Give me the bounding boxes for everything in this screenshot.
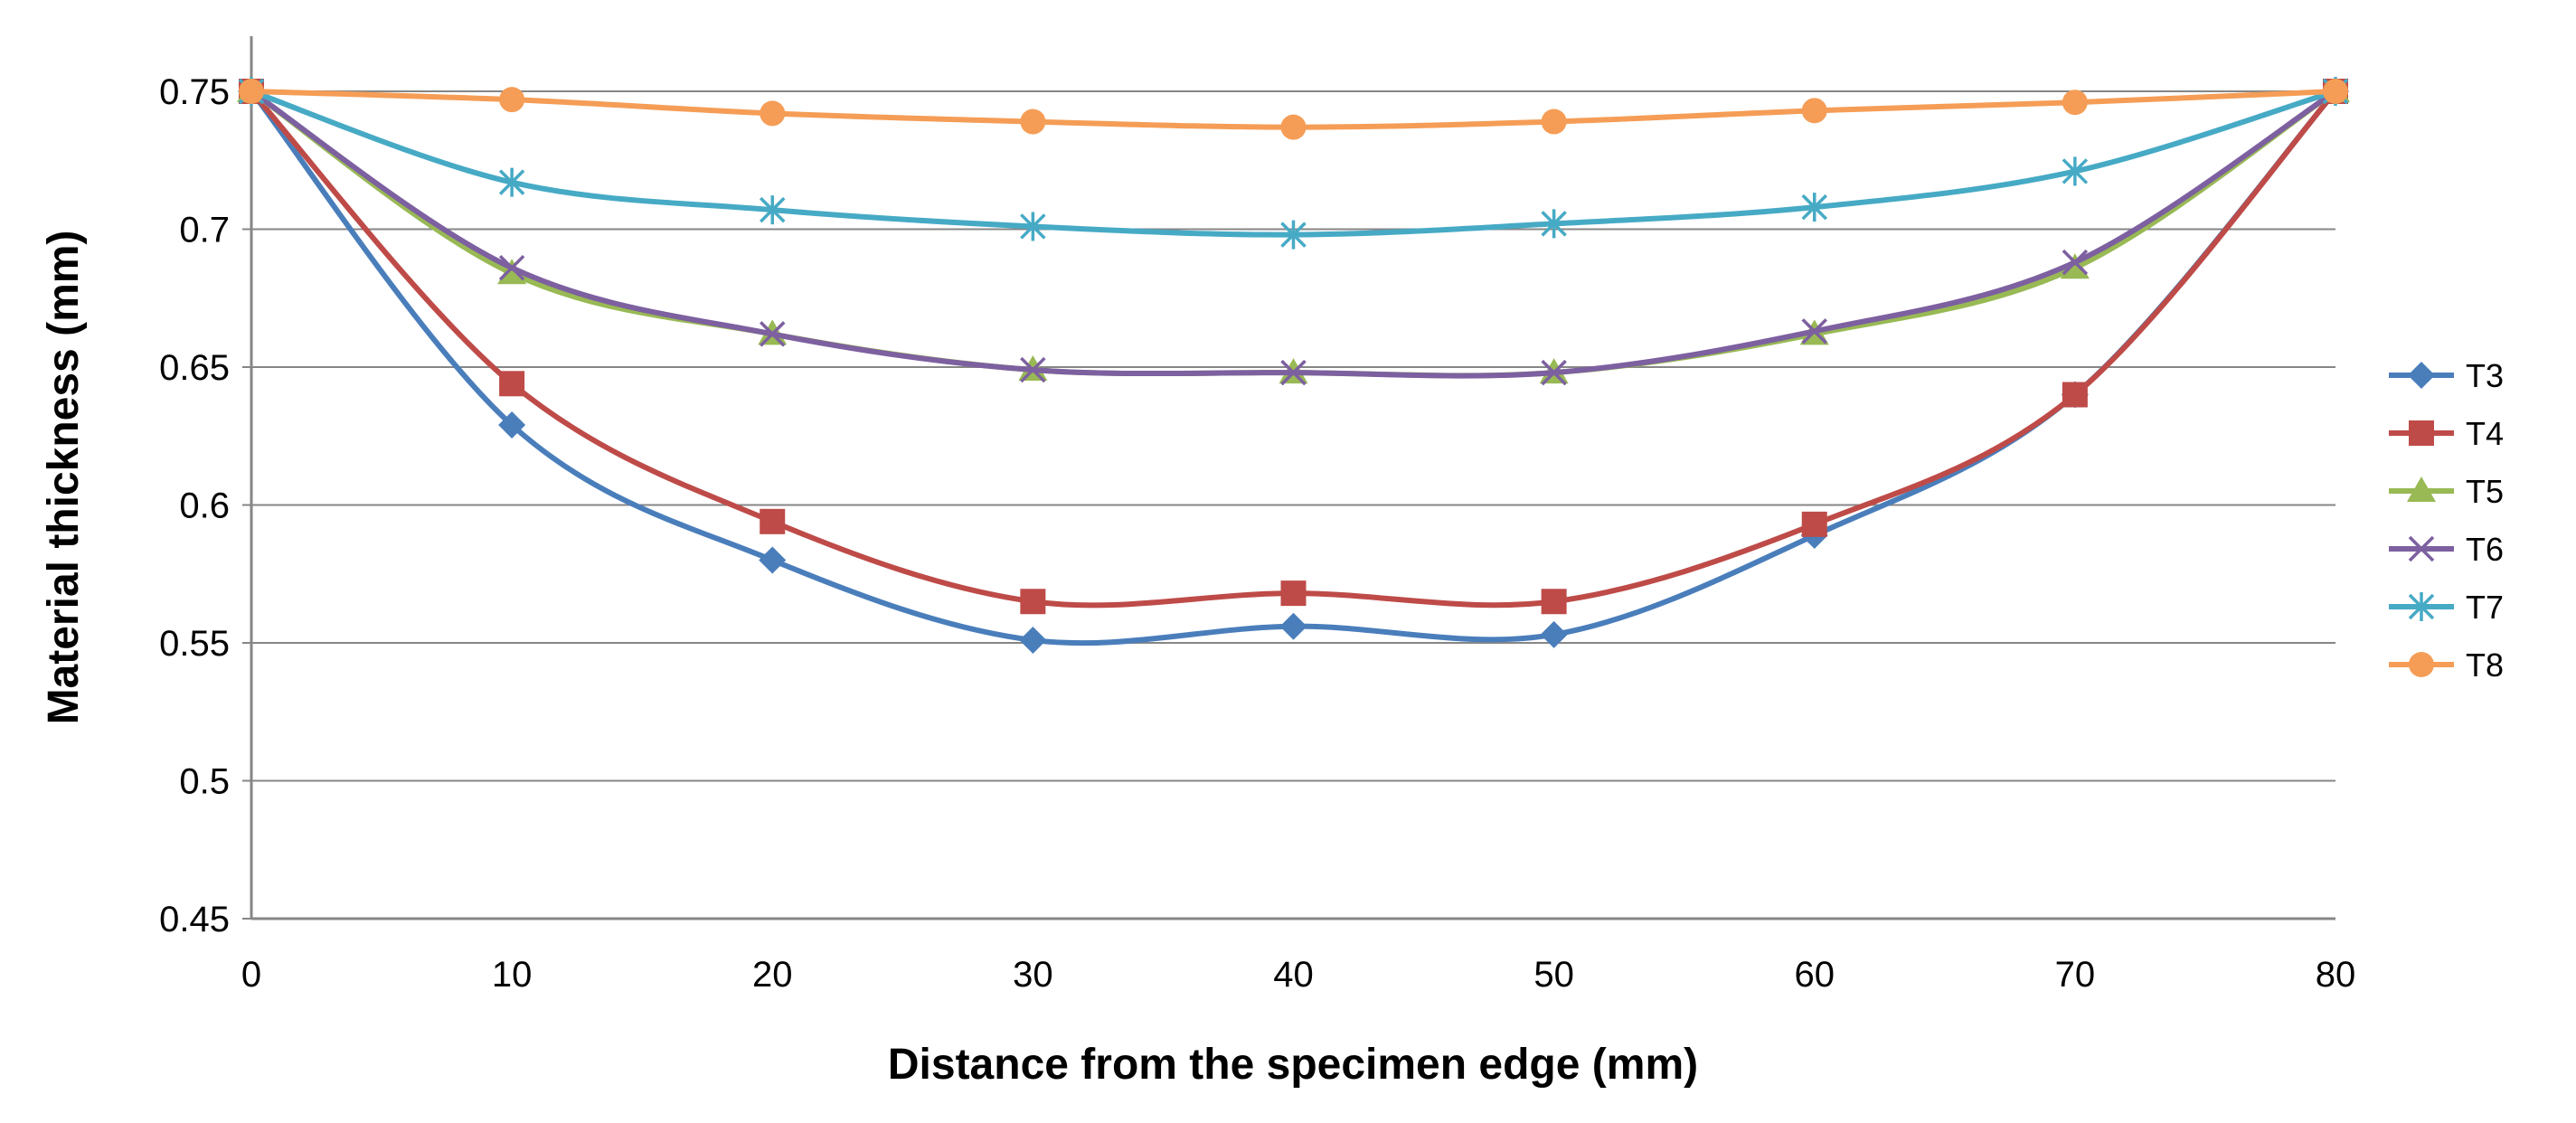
data-point xyxy=(239,79,264,104)
data-point xyxy=(1541,109,1567,135)
data-point xyxy=(760,508,786,534)
legend-label: T8 xyxy=(2466,646,2504,684)
legend-label: T4 xyxy=(2466,415,2504,452)
data-point xyxy=(1020,212,1046,241)
data-point xyxy=(760,321,786,347)
y-tick-label: 0.45 xyxy=(159,900,230,939)
data-point xyxy=(1541,589,1567,615)
legend-marker xyxy=(2409,420,2434,446)
data-point xyxy=(1019,626,1047,654)
legend-marker xyxy=(2407,477,2436,502)
data-point xyxy=(497,259,527,285)
series-t7 xyxy=(238,77,2349,250)
legend-item: T4 xyxy=(2389,415,2504,452)
data-point xyxy=(2323,79,2348,104)
series-t4 xyxy=(239,79,2348,615)
data-point xyxy=(1280,220,1307,250)
legend-marker xyxy=(2409,652,2434,677)
x-tick-label: 10 xyxy=(492,955,533,995)
data-point xyxy=(1020,356,1046,383)
data-point xyxy=(1541,209,1567,239)
series-line xyxy=(249,89,2338,238)
data-point xyxy=(2062,90,2088,116)
data-point xyxy=(1541,359,1567,386)
data-point xyxy=(499,371,525,397)
data-point xyxy=(1540,620,1568,648)
data-point xyxy=(1801,193,1827,222)
data-point xyxy=(759,546,787,574)
legend-label: T5 xyxy=(2466,473,2504,510)
data-point xyxy=(760,195,786,225)
data-point xyxy=(1801,98,1827,124)
series xyxy=(237,77,2350,654)
x-tick-label: 50 xyxy=(1533,955,1574,995)
data-point xyxy=(1279,612,1307,640)
data-point xyxy=(498,411,526,439)
legend-label: T6 xyxy=(2466,531,2504,568)
data-point xyxy=(760,100,786,127)
tick-labels: 0.45 0.5 0.55 0.6 0.65 0.7 0.75 0 10 20 30 40 50 60 70… xyxy=(159,72,2355,995)
x-tick-label: 70 xyxy=(2055,955,2096,995)
legend-marker xyxy=(2408,362,2435,389)
y-tick-label: 0.65 xyxy=(159,348,230,388)
legend-label: T3 xyxy=(2466,357,2504,394)
legend-marker xyxy=(2408,535,2435,562)
x-tick-label: 40 xyxy=(1273,955,1314,995)
y-tick-label: 0.55 xyxy=(159,624,230,664)
data-point xyxy=(1280,359,1307,386)
data-point xyxy=(2060,253,2090,279)
axes xyxy=(250,36,2335,920)
data-point xyxy=(498,167,525,197)
y-axis-title: Material thickness (mm) xyxy=(40,231,88,725)
gridlines xyxy=(242,90,2335,920)
data-point xyxy=(2062,249,2089,276)
data-point xyxy=(2062,156,2089,186)
x-tick-label: 60 xyxy=(1795,955,1835,995)
legend-item: T7 xyxy=(2389,589,2504,626)
legend-marker xyxy=(2408,592,2435,621)
legend-item: T8 xyxy=(2389,646,2504,684)
series-line xyxy=(249,89,2338,609)
legend-label: T7 xyxy=(2466,589,2504,626)
data-point xyxy=(499,87,525,113)
y-tick-label: 0.75 xyxy=(159,72,230,112)
legend-item: T5 xyxy=(2389,473,2504,510)
series-t8 xyxy=(239,79,2348,140)
data-point xyxy=(1280,114,1307,140)
y-tick-label: 0.5 xyxy=(179,762,230,802)
legend-item: T6 xyxy=(2389,531,2504,568)
y-tick-label: 0.6 xyxy=(179,486,230,526)
x-tick-label: 80 xyxy=(2316,955,2356,995)
data-point xyxy=(498,254,525,281)
data-point xyxy=(1020,109,1046,135)
data-point xyxy=(1801,318,1827,344)
x-axis-title: Distance from the specimen edge (mm) xyxy=(888,1041,1698,1089)
legend-item: T3 xyxy=(2389,357,2504,394)
data-point xyxy=(1020,589,1046,615)
x-tick-label: 20 xyxy=(752,955,793,995)
y-tick-label: 0.7 xyxy=(179,211,230,250)
data-point xyxy=(2062,382,2088,408)
data-point xyxy=(1801,511,1827,537)
legend: T3 T4 T5 T6 T7 T8 xyxy=(2389,357,2504,684)
x-tick-label: 30 xyxy=(1013,955,1053,995)
data-point xyxy=(1280,580,1307,607)
x-tick-label: 0 xyxy=(241,955,261,995)
